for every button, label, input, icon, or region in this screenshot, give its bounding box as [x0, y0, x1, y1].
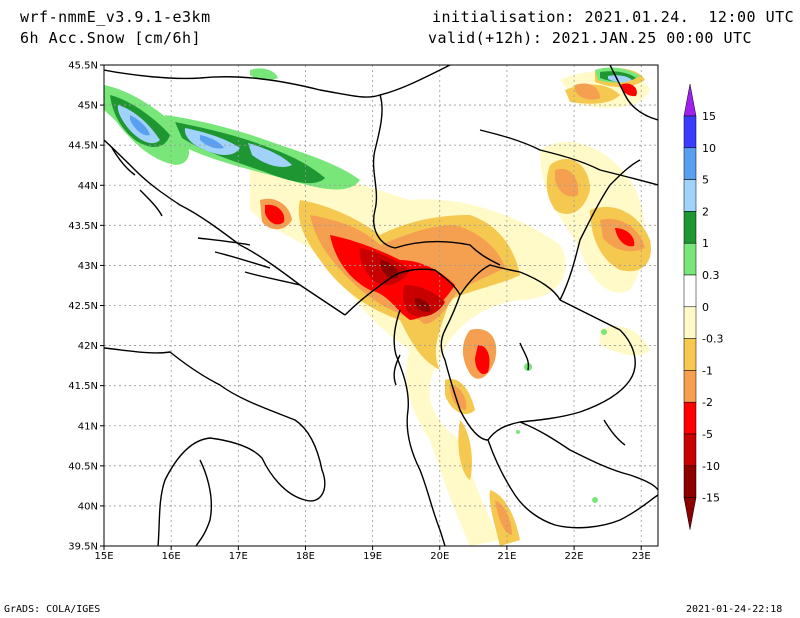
colorbar-segment — [683, 401, 697, 435]
colorbar-top-arrow — [683, 83, 697, 117]
colorbar-label: -5 — [702, 428, 713, 441]
colorbar-label: -10 — [702, 460, 720, 473]
coastlines-borders — [104, 65, 658, 546]
snow-shading — [104, 67, 651, 546]
colorbar-label: 0 — [702, 301, 709, 314]
colorbar-segment — [683, 179, 697, 212]
colorbar-segment — [683, 306, 697, 339]
colorbar-label: 2 — [702, 205, 709, 218]
lon-label: 17E — [229, 551, 248, 562]
valid-time: valid(+12h): 2021.JAN.25 00:00 UTC — [428, 29, 753, 47]
colorbar-segment — [683, 242, 697, 276]
field-title: 6h Acc.Snow [cm/6h] — [20, 29, 202, 47]
lon-label: 15E — [94, 551, 113, 562]
lat-label: 43.5N — [68, 221, 98, 232]
lat-label: 42.5N — [68, 301, 98, 312]
colorbar-bottom-arrow — [683, 497, 697, 530]
lon-label: 19E — [363, 551, 382, 562]
lon-label: 20E — [430, 551, 449, 562]
latitude-labels: 45.5N 45N 44.5N 44N 43.5N 43N 42.5N 42N 41.5N 41N… — [68, 61, 104, 553]
colorbar-label: 5 — [702, 174, 709, 187]
colorbar-segment — [683, 274, 697, 308]
lat-label: 40.5N — [68, 461, 98, 472]
colorbar-segment — [683, 147, 697, 180]
lat-label: 40N — [78, 501, 98, 512]
colorbar-label: -15 — [702, 492, 720, 505]
lat-label: 42N — [78, 341, 98, 352]
lat-label: 45.5N — [68, 61, 98, 72]
colorbar-segment — [683, 115, 697, 149]
footer-credit: GrADS: COLA/IGES — [4, 604, 101, 615]
lat-label: 39.5N — [68, 542, 98, 553]
colorbar-segment — [683, 338, 697, 371]
map-grid — [104, 65, 658, 546]
colorbar-segment — [683, 465, 697, 498]
colorbar-segment — [683, 211, 697, 244]
lat-label: 43N — [78, 261, 98, 272]
lon-label: 21E — [497, 551, 516, 562]
init-time: initialisation: 2021.01.24. 12:00 UTC — [432, 8, 795, 26]
lat-label: 41N — [78, 421, 98, 432]
lon-label: 22E — [565, 551, 584, 562]
lon-label: 16E — [162, 551, 181, 562]
longitude-labels: 15E 16E 17E 18E 19E 20E 21E 22E 23E — [94, 546, 651, 562]
lon-label: 18E — [296, 551, 315, 562]
colorbar-label: 15 — [702, 110, 716, 123]
colorbar: 15 10 5 2 1 0.3 0 -0.3 -1 -2 -5 -10 -15 — [683, 83, 723, 530]
model-title: wrf-nmmE_v3.9.1-e3km — [20, 8, 211, 26]
colorbar-label: 1 — [702, 237, 709, 250]
colorbar-label: 0.3 — [702, 269, 720, 282]
colorbar-label: -2 — [702, 396, 713, 409]
colorbar-label: -0.3 — [702, 333, 723, 346]
colorbar-segment — [683, 433, 697, 467]
lat-label: 45N — [78, 101, 98, 112]
lat-label: 44N — [78, 181, 98, 192]
colorbar-label: 10 — [702, 142, 716, 155]
lat-label: 41.5N — [68, 381, 98, 392]
lat-label: 44.5N — [68, 141, 98, 152]
colorbar-segment — [683, 370, 697, 403]
colorbar-label: -1 — [702, 364, 713, 377]
lon-label: 23E — [632, 551, 651, 562]
footer-timestamp: 2021-01-24-22:18 — [686, 604, 783, 615]
